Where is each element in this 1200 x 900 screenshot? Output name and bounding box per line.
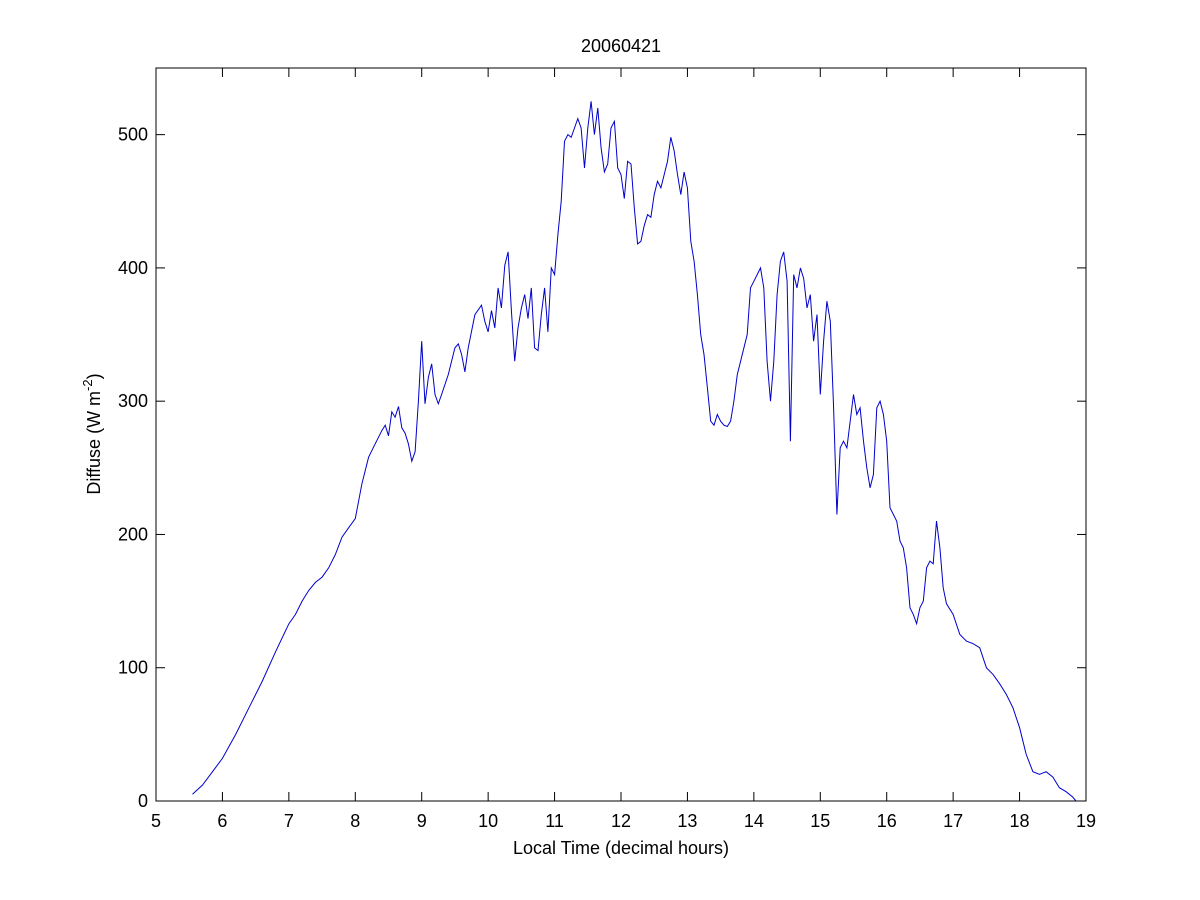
x-tick-label: 19 [1076,811,1096,831]
plot-area [155,67,1087,802]
y-axis-title-text: Diffuse (W m [84,391,104,495]
x-tick-label: 13 [677,811,697,831]
y-tick-label: 0 [138,791,148,811]
axis-ticks [155,68,1087,802]
x-tick-label: 9 [417,811,427,831]
y-axis-title-suffix: ) [84,373,104,379]
x-tick-label: 16 [877,811,897,831]
y-tick-label: 100 [118,658,148,678]
x-tick-label: 12 [611,811,631,831]
y-tick-label: 400 [118,258,148,278]
x-tick-label: 5 [151,811,161,831]
axis-tick-labels: 5 6 7 8 9 10 11 12 13 14 15 16 17 18 19 0 100 200 300 400 50… [118,125,1096,831]
y-tick-label: 200 [118,524,148,544]
y-tick-label: 500 [118,125,148,145]
x-tick-label: 17 [943,811,963,831]
x-tick-label: 15 [810,811,830,831]
chart-title: 20060421 [581,36,661,56]
x-tick-label: 14 [744,811,764,831]
x-tick-label: 18 [1010,811,1030,831]
x-tick-label: 11 [545,811,564,831]
y-axis-title-superscript: -2 [80,379,95,391]
y-tick-label: 300 [118,391,148,411]
y-axis-title: Diffuse (W m-2) [80,373,104,494]
series-line [192,101,1077,802]
x-tick-label: 6 [217,811,227,831]
x-tick-label: 7 [284,811,294,831]
x-axis-title: Local Time (decimal hours) [513,838,729,858]
x-tick-label: 8 [350,811,360,831]
x-tick-label: 10 [478,811,498,831]
